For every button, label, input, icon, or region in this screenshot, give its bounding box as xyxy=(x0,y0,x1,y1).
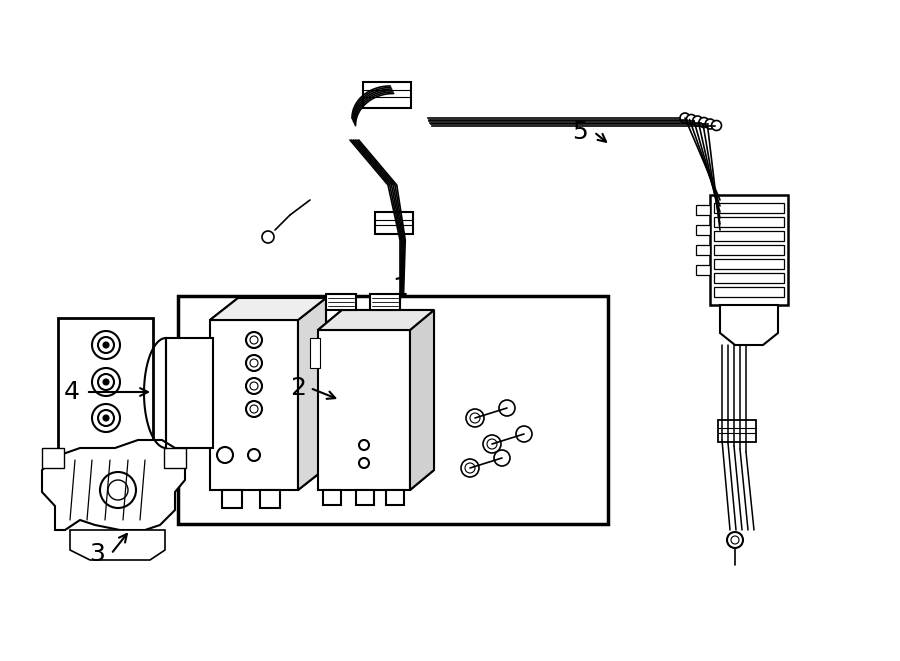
Circle shape xyxy=(516,426,532,442)
Circle shape xyxy=(108,480,128,500)
Circle shape xyxy=(461,459,479,477)
Bar xyxy=(42,448,64,468)
Circle shape xyxy=(359,440,369,450)
Circle shape xyxy=(92,331,120,359)
Bar xyxy=(222,490,242,508)
Bar xyxy=(714,287,784,297)
Bar xyxy=(696,245,710,255)
Text: 5: 5 xyxy=(572,120,588,144)
Circle shape xyxy=(217,447,233,463)
Bar xyxy=(386,490,404,505)
Bar xyxy=(260,490,280,508)
Bar xyxy=(714,259,784,269)
Circle shape xyxy=(693,116,703,126)
Circle shape xyxy=(250,336,258,344)
Polygon shape xyxy=(42,440,185,530)
Circle shape xyxy=(100,472,136,508)
Bar xyxy=(326,294,356,310)
Circle shape xyxy=(465,463,475,473)
Circle shape xyxy=(98,374,114,390)
Bar xyxy=(718,420,756,442)
Bar xyxy=(714,203,784,213)
Polygon shape xyxy=(298,298,326,490)
Polygon shape xyxy=(210,298,326,320)
Polygon shape xyxy=(318,310,434,330)
Bar xyxy=(714,231,784,241)
Circle shape xyxy=(250,359,258,367)
Bar xyxy=(356,490,374,505)
Circle shape xyxy=(699,118,709,128)
Polygon shape xyxy=(720,305,778,345)
Polygon shape xyxy=(298,298,326,490)
Circle shape xyxy=(98,410,114,426)
Bar xyxy=(310,338,320,368)
Bar xyxy=(166,338,213,448)
Bar xyxy=(710,195,788,305)
Circle shape xyxy=(487,439,497,449)
Bar xyxy=(375,212,413,234)
Circle shape xyxy=(706,119,716,129)
Circle shape xyxy=(248,449,260,461)
Bar xyxy=(696,225,710,235)
Polygon shape xyxy=(70,530,165,560)
Polygon shape xyxy=(410,310,434,490)
Bar xyxy=(714,273,784,283)
Circle shape xyxy=(103,415,109,421)
Text: 4: 4 xyxy=(64,380,80,404)
Polygon shape xyxy=(210,298,326,320)
Bar xyxy=(363,82,411,108)
Bar xyxy=(164,448,186,468)
Circle shape xyxy=(731,536,739,544)
Text: 1: 1 xyxy=(392,276,408,300)
Bar xyxy=(696,205,710,215)
Circle shape xyxy=(687,114,697,124)
Circle shape xyxy=(470,413,480,423)
Circle shape xyxy=(466,409,484,427)
Circle shape xyxy=(92,404,120,432)
Bar xyxy=(318,330,410,490)
Polygon shape xyxy=(410,310,434,490)
Circle shape xyxy=(250,382,258,390)
Circle shape xyxy=(499,400,515,416)
Text: 3: 3 xyxy=(89,542,105,566)
Circle shape xyxy=(246,332,262,348)
Circle shape xyxy=(250,405,258,413)
Circle shape xyxy=(98,337,114,353)
Bar xyxy=(58,318,153,456)
Circle shape xyxy=(494,450,510,466)
Circle shape xyxy=(262,231,274,243)
Circle shape xyxy=(103,379,109,385)
Circle shape xyxy=(92,368,120,396)
Bar xyxy=(210,320,298,490)
Bar xyxy=(714,245,784,255)
Circle shape xyxy=(246,355,262,371)
Circle shape xyxy=(359,458,369,468)
Text: 2: 2 xyxy=(290,376,306,400)
Bar xyxy=(323,490,341,505)
Bar xyxy=(178,296,608,524)
Polygon shape xyxy=(318,310,434,330)
Bar xyxy=(714,217,784,227)
Circle shape xyxy=(483,435,501,453)
Bar xyxy=(370,294,400,310)
Circle shape xyxy=(103,342,109,348)
Circle shape xyxy=(712,120,722,130)
Circle shape xyxy=(246,401,262,417)
Circle shape xyxy=(680,113,690,123)
Circle shape xyxy=(246,378,262,394)
Bar xyxy=(696,265,710,275)
Circle shape xyxy=(727,532,743,548)
